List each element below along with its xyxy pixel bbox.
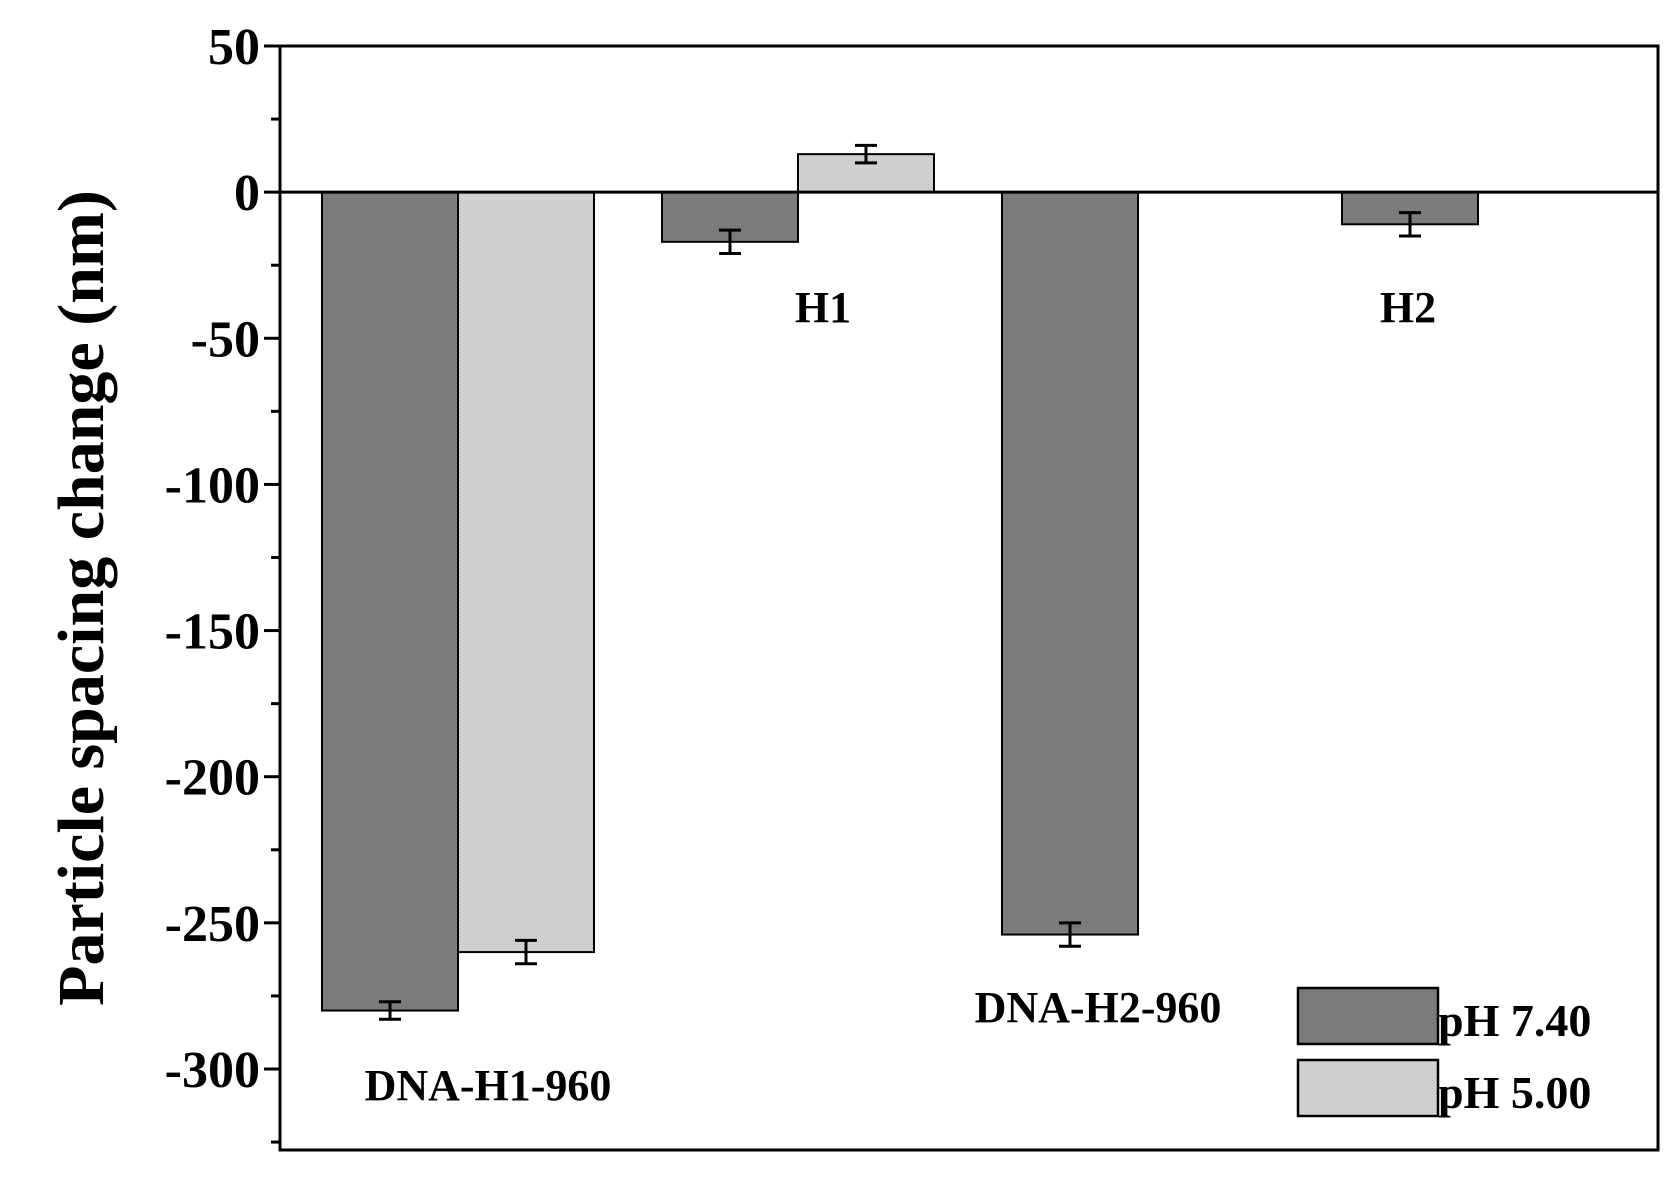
error-bars-layer	[379, 143, 1421, 1021]
y-tick-label: -150	[165, 604, 260, 661]
y-axis-tick-labels: 50 0 -50 -100 -150 -200 -250 -300	[165, 19, 260, 1099]
error-bar-dna-h2-960-series-1	[1059, 921, 1081, 948]
y-tick-label: 0	[234, 165, 260, 222]
bar-dna-h2-960-series-1	[1001, 191, 1139, 936]
bar-dna-h1-960-series-1	[321, 191, 459, 1012]
category-label-dna-h2-960: DNA-H2-960	[975, 983, 1222, 1032]
error-bar-h2-series-1	[1399, 211, 1421, 238]
y-tick-label: 50	[208, 19, 260, 76]
y-tick-label: -300	[165, 1042, 260, 1099]
y-tick-label: -100	[165, 457, 260, 514]
error-bar-h1-series-2	[855, 143, 877, 165]
error-bar-dna-h1-960-series-2	[515, 938, 537, 966]
legend-swatch-ph-7-40	[1296, 986, 1440, 1046]
plot-frame	[278, 44, 1660, 1152]
error-bar-h1-series-1	[719, 228, 741, 256]
category-label-h1: H1	[795, 283, 851, 332]
y-tick-label: -50	[191, 311, 260, 368]
category-label-dna-h1-960: DNA-H1-960	[365, 1061, 612, 1110]
bar-dna-h1-960-series-2	[457, 191, 595, 954]
y-axis-ticks	[264, 44, 280, 1144]
bars-layer	[321, 153, 1479, 1012]
legend-label-ph-5-00: pH 5.00	[1438, 1067, 1591, 1118]
y-tick-label: -250	[165, 896, 260, 953]
legend-swatch-ph-5-00	[1296, 1058, 1440, 1118]
category-label-h2: H2	[1380, 283, 1436, 332]
y-tick-label: -200	[165, 750, 260, 807]
error-bar-dna-h1-960-series-1	[379, 1000, 401, 1021]
legend-label-ph-7-40: pH 7.40	[1438, 995, 1591, 1046]
legend: pH 7.40 pH 5.00	[1296, 986, 1591, 1118]
y-axis-title: Particle spacing change (nm)	[45, 190, 118, 1006]
